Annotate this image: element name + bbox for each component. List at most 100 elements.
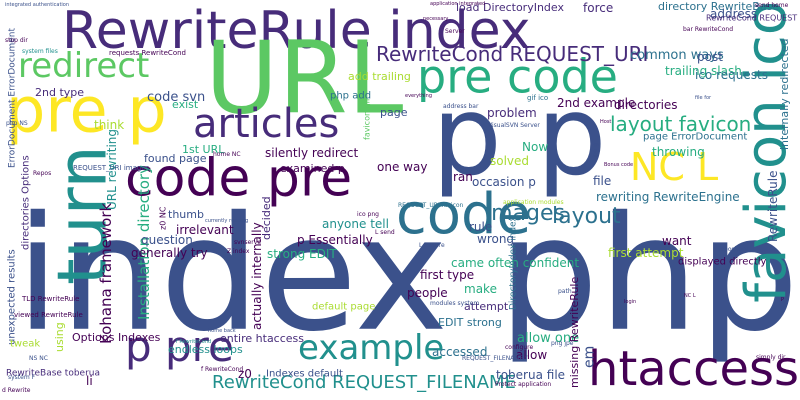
word-li: li xyxy=(86,374,93,388)
word-png-jpe: png jpe xyxy=(551,340,574,347)
word-home-back: home back xyxy=(208,328,236,334)
word-address: address xyxy=(710,7,757,21)
word-file: file xyxy=(593,174,611,188)
word-page-errordocument: page ErrorDocument xyxy=(643,131,747,142)
word-articles: articles xyxy=(193,101,339,147)
word-tld-rewriterule: TLD RewriteRule xyxy=(21,295,79,303)
word-favicon-ico: favicon ico xyxy=(734,1,799,303)
word-system-files: system files xyxy=(22,48,58,55)
word-rewriterule: RewriteRule xyxy=(766,171,780,242)
word-problem: problem xyxy=(487,106,537,120)
word-nc-l: NC L xyxy=(630,145,718,189)
word-attempt: attempt xyxy=(464,300,509,313)
word-configure: configure xyxy=(505,344,533,351)
word-allow-one: allow one xyxy=(517,331,579,346)
word-occasion-p: occasion p xyxy=(472,175,536,189)
word-thumb: thumb xyxy=(168,208,204,221)
word-bar-rewritecond: bar RewriteCond xyxy=(683,26,733,33)
word-directory-rewritebase: directory RewriteBase xyxy=(658,0,779,13)
word-want: want xyxy=(662,234,692,248)
word-everything: everything xyxy=(405,93,432,99)
word-index-php: index php xyxy=(16,183,799,367)
word-one-way: one way xyxy=(377,160,427,174)
word-login: login xyxy=(624,299,636,305)
word-ran: ran xyxy=(453,170,473,184)
word-silently-redirect: silently redirect xyxy=(265,146,359,160)
word-url: URL xyxy=(205,19,404,136)
word-allow: allow xyxy=(516,348,547,362)
word-currently-running: currently running xyxy=(205,218,248,224)
word-htaccess: htaccess xyxy=(588,341,799,397)
word-accessed: accessed xyxy=(432,345,487,359)
word-post: post xyxy=(697,50,723,64)
word-p-pre: p pre xyxy=(125,322,234,371)
word-page: page xyxy=(380,106,408,119)
word-rewriterule-index: RewriteRule index xyxy=(62,1,531,61)
word-entire-htaccess: entire htaccess xyxy=(220,332,304,345)
word-pre-code: pre code xyxy=(417,49,618,103)
word-f-rewritecond: f RewriteCond xyxy=(176,339,211,345)
word-displayed-directly: displayed directly xyxy=(678,256,767,267)
word-rewritebase-toberua: RewriteBase toberua xyxy=(6,369,100,379)
word-think: think xyxy=(94,118,124,132)
word-request-uri-images: REQUEST_URI images xyxy=(73,164,150,172)
word-2nd-example: 2nd example xyxy=(557,96,635,110)
word-came-often-confident: came often confident xyxy=(451,256,579,270)
word-using: using xyxy=(53,322,66,352)
word-ico-requests: ico requests xyxy=(695,68,768,82)
word-home-nc: home NC xyxy=(213,151,241,158)
word-l-send: L send xyxy=(375,229,395,236)
word-ns-nc: NS NC xyxy=(29,355,48,362)
word-common-ways: common ways xyxy=(630,48,724,63)
word-simply-dir: simply dir xyxy=(756,354,786,361)
word-send-home: send home xyxy=(755,2,789,9)
word-layout-favicon: layout favicon xyxy=(610,112,751,136)
word-ico-png: ico png xyxy=(357,211,379,218)
word-force: force xyxy=(583,1,613,15)
word-generally-try: generally try xyxy=(131,246,208,260)
word-repository: repository xyxy=(718,246,749,253)
word-tweak: tweak xyxy=(10,338,40,349)
word-endless-loops: endless loops xyxy=(168,343,243,356)
word-make: make xyxy=(464,282,497,296)
word-unexpected-results: unexpected results xyxy=(6,249,17,345)
word-1st-url: 1st URL xyxy=(182,143,225,156)
word-rewritecond-request: RewriteCond REQUEST xyxy=(706,14,797,23)
word-question: question xyxy=(141,233,193,247)
word-l-ensure: L ensure xyxy=(419,242,445,249)
word-visualsvn-server: VisualSVN Server xyxy=(488,122,540,129)
word-examined-p: examined p xyxy=(280,162,345,175)
word-edit-strong: EDIT strong xyxy=(438,316,502,329)
word-people: people xyxy=(407,286,448,300)
word-redirect: redirect xyxy=(18,46,149,86)
word-favicon-gif: favicon gif xyxy=(363,98,372,140)
word-directories-options: directories Options xyxy=(20,155,31,250)
word-toberua-file: toberua file xyxy=(496,368,565,382)
word-application-integrated: application integrated xyxy=(430,1,485,7)
word-rewritecond-request-filename: RewriteCond REQUEST_FILENAME xyxy=(212,372,516,393)
word-code-pre: code pre xyxy=(125,149,352,209)
word-file-for: file for xyxy=(695,95,712,101)
word-throwing: throwing xyxy=(652,145,705,159)
word-images: images xyxy=(485,201,565,226)
word-indexes-default: Indexes default xyxy=(266,368,343,379)
word-layout: layout xyxy=(552,204,621,229)
word-protect-application: Protect application xyxy=(495,381,551,388)
word-decided: decided xyxy=(260,196,273,240)
word-request-filename-f: REQUEST_FILENAME f xyxy=(462,355,528,362)
word-irrelevant: irrelevant xyxy=(176,223,234,237)
word-code-svn: code svn xyxy=(147,90,205,105)
word-trailing-slash: trailing slash xyxy=(665,64,742,78)
word-f-rewritecond: f RewriteCond xyxy=(201,366,243,373)
word-strong-edit: strong EDIT xyxy=(267,247,337,261)
word-options-indexes: Options Indexes xyxy=(72,331,161,344)
word-wrong: wrong xyxy=(477,232,514,246)
word-errordocument-errordocument: ErrorDocument ErrorDocument xyxy=(8,28,18,168)
word-pre-p: pre p xyxy=(6,73,167,146)
word-z-index: Z index xyxy=(227,248,250,255)
word-p: P xyxy=(781,297,784,303)
word-kohana-framework: Kohana framework xyxy=(97,202,115,344)
word-actually-internally: actually internally xyxy=(250,222,264,330)
word-add-trailing: add trailing xyxy=(348,70,411,83)
